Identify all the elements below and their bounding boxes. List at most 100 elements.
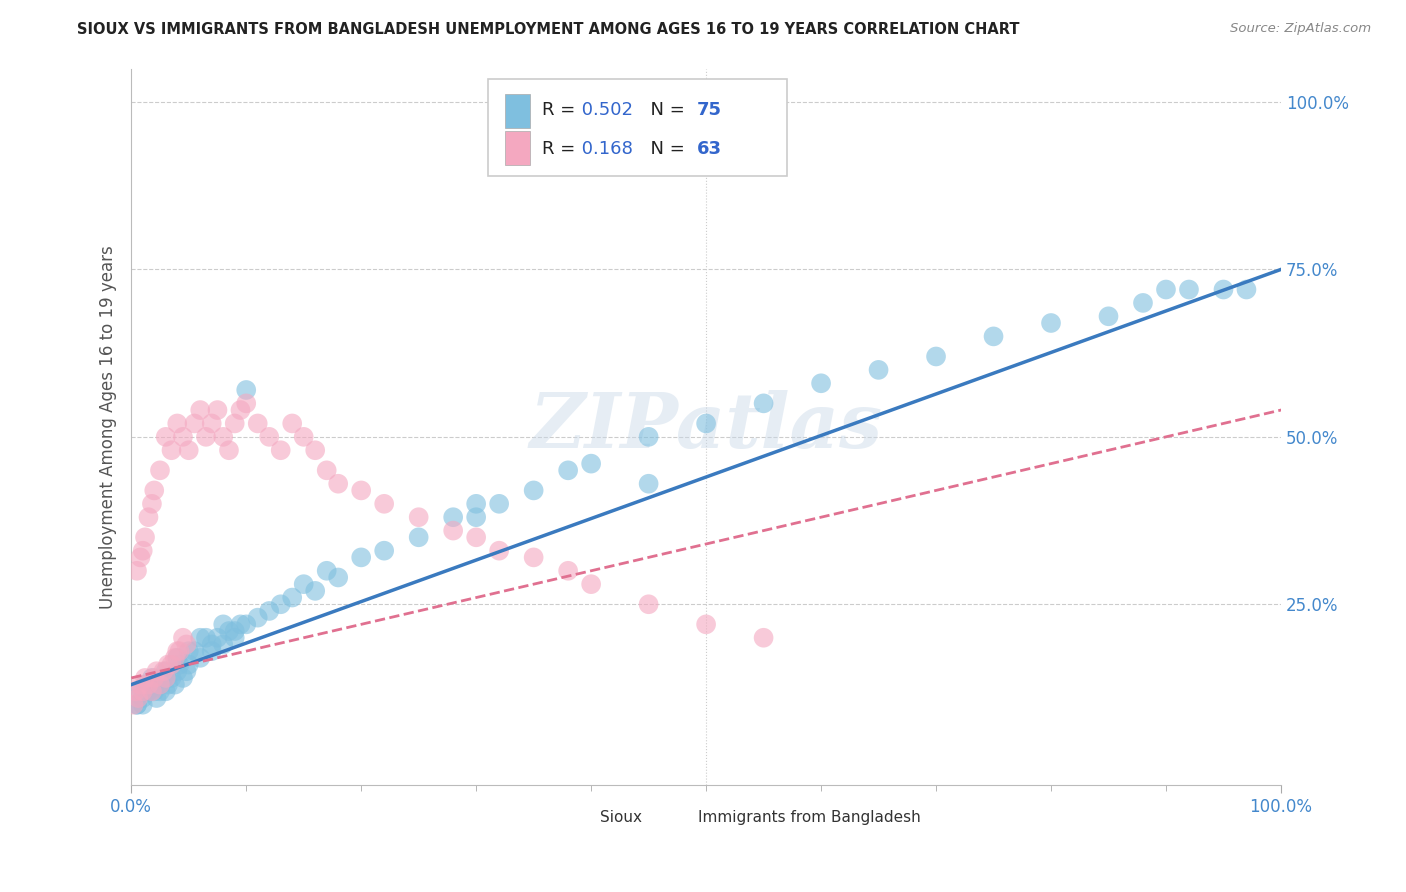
Point <box>408 530 430 544</box>
Point <box>868 363 890 377</box>
Point <box>257 430 280 444</box>
Point <box>149 684 172 698</box>
Point <box>304 443 326 458</box>
Point <box>488 497 510 511</box>
Point <box>224 631 246 645</box>
Point <box>246 417 269 431</box>
Point <box>752 396 775 410</box>
Point <box>810 376 832 391</box>
Point <box>129 550 152 565</box>
Point <box>172 631 194 645</box>
Point <box>163 678 186 692</box>
FancyBboxPatch shape <box>666 806 692 831</box>
Text: N =: N = <box>640 101 690 119</box>
Point <box>143 671 166 685</box>
Text: Sioux: Sioux <box>600 810 643 825</box>
FancyBboxPatch shape <box>568 806 593 831</box>
Point <box>224 417 246 431</box>
Point <box>176 664 198 678</box>
Point <box>1178 283 1201 297</box>
Point <box>138 510 160 524</box>
Point <box>229 403 252 417</box>
Text: Source: ZipAtlas.com: Source: ZipAtlas.com <box>1230 22 1371 36</box>
Point <box>465 497 488 511</box>
Point <box>138 684 160 698</box>
Point <box>129 684 152 698</box>
Point <box>270 443 292 458</box>
Point <box>134 530 156 544</box>
Text: N =: N = <box>640 140 690 158</box>
Point <box>212 617 235 632</box>
Point <box>157 657 180 672</box>
Point <box>122 698 145 712</box>
Point <box>145 691 167 706</box>
Point <box>132 543 155 558</box>
Point <box>177 644 200 658</box>
Point <box>373 497 395 511</box>
Point <box>235 396 257 410</box>
Point <box>1132 296 1154 310</box>
Point <box>315 463 337 477</box>
Point <box>695 617 717 632</box>
Point <box>143 684 166 698</box>
Point <box>149 463 172 477</box>
Point <box>163 650 186 665</box>
Point <box>160 671 183 685</box>
FancyBboxPatch shape <box>488 79 786 176</box>
Point <box>465 530 488 544</box>
Point <box>1040 316 1063 330</box>
Point <box>125 684 148 698</box>
Point <box>143 483 166 498</box>
Point <box>172 430 194 444</box>
Point <box>557 463 579 477</box>
Point <box>235 383 257 397</box>
Point <box>465 510 488 524</box>
Point <box>132 691 155 706</box>
Point <box>183 417 205 431</box>
Point <box>132 698 155 712</box>
Point <box>1236 283 1258 297</box>
Text: SIOUX VS IMMIGRANTS FROM BANGLADESH UNEMPLOYMENT AMONG AGES 16 TO 19 YEARS CORRE: SIOUX VS IMMIGRANTS FROM BANGLADESH UNEM… <box>77 22 1019 37</box>
Point <box>235 617 257 632</box>
Text: 0.168: 0.168 <box>576 140 633 158</box>
Point <box>201 637 224 651</box>
Point <box>270 597 292 611</box>
Point <box>177 443 200 458</box>
Y-axis label: Unemployment Among Ages 16 to 19 years: Unemployment Among Ages 16 to 19 years <box>100 245 117 608</box>
Point <box>1212 283 1234 297</box>
Point <box>752 631 775 645</box>
Point <box>157 678 180 692</box>
Point <box>328 476 350 491</box>
Point <box>155 684 177 698</box>
Point <box>218 443 240 458</box>
Point <box>292 577 315 591</box>
Point <box>207 631 229 645</box>
Point <box>149 678 172 692</box>
Point <box>166 644 188 658</box>
Point <box>143 678 166 692</box>
Text: 63: 63 <box>697 140 721 158</box>
Point <box>155 664 177 678</box>
Point <box>637 476 659 491</box>
Point <box>246 610 269 624</box>
Point <box>138 684 160 698</box>
Point <box>201 644 224 658</box>
Point <box>172 671 194 685</box>
Point <box>160 443 183 458</box>
Point <box>257 604 280 618</box>
Text: R =: R = <box>541 140 581 158</box>
Text: R =: R = <box>541 101 581 119</box>
Point <box>166 417 188 431</box>
Point <box>523 550 546 565</box>
Point <box>188 650 211 665</box>
Point <box>281 417 304 431</box>
Point <box>125 564 148 578</box>
Point <box>138 678 160 692</box>
Point <box>152 664 174 678</box>
Point <box>350 550 373 565</box>
Point <box>195 631 218 645</box>
Point <box>166 650 188 665</box>
Point <box>141 497 163 511</box>
Point <box>212 637 235 651</box>
Text: 75: 75 <box>697 101 721 119</box>
